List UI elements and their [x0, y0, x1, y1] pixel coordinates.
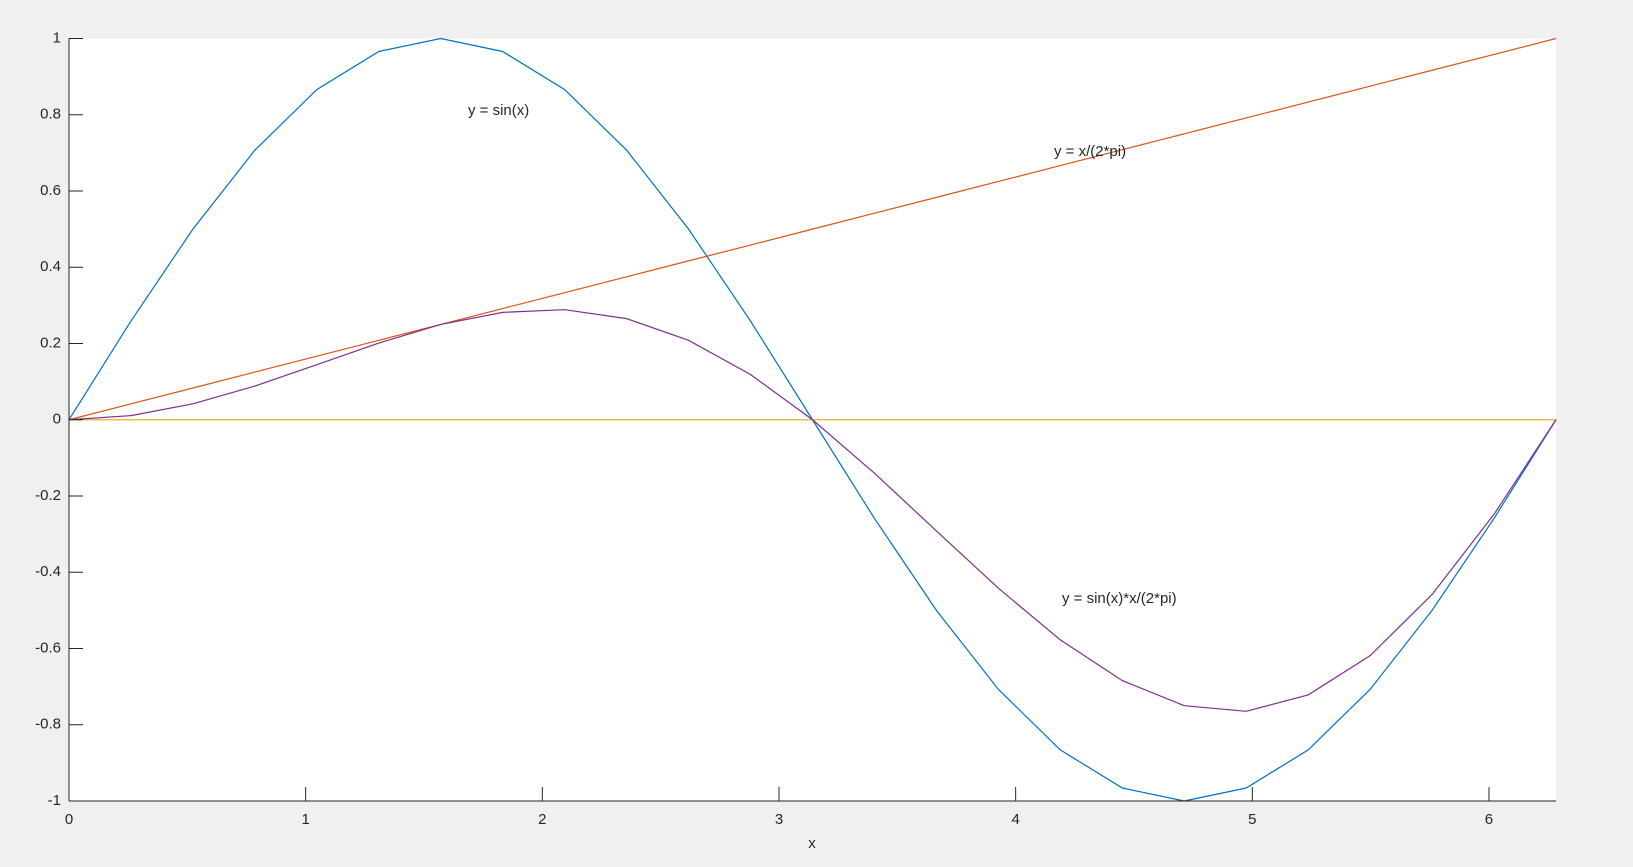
y-tick-label: -0.8 — [35, 716, 61, 733]
y-tick-label: 0.8 — [40, 106, 61, 123]
y-tick-label: 1 — [53, 29, 61, 46]
annotation: y = sin(x) — [468, 102, 529, 119]
x-tick-label: 1 — [301, 811, 309, 828]
y-tick-label: -0.4 — [35, 563, 61, 580]
x-tick-label: 4 — [1011, 811, 1019, 828]
x-axis-label: x — [808, 835, 816, 852]
y-tick-label: 0.2 — [40, 334, 61, 351]
x-tick-label: 6 — [1485, 811, 1493, 828]
x-tick-label: 2 — [538, 811, 546, 828]
y-tick-label: -0.6 — [35, 639, 61, 656]
y-tick-label: -1 — [48, 792, 61, 809]
y-tick-label: 0.6 — [40, 182, 61, 199]
y-tick-label: -0.2 — [35, 487, 61, 504]
y-tick-label: 0.4 — [40, 258, 61, 275]
x-tick-label: 0 — [65, 811, 73, 828]
line-series — [68, 309, 1557, 712]
annotation: y = x/(2*pi) — [1054, 143, 1126, 160]
x-tick-label: 5 — [1248, 811, 1256, 828]
annotation: y = sin(x)*x/(2*pi) — [1062, 590, 1177, 607]
x-tick-label: 3 — [775, 811, 783, 828]
y-tick-label: 0 — [53, 411, 61, 428]
line-series — [68, 37, 1557, 421]
